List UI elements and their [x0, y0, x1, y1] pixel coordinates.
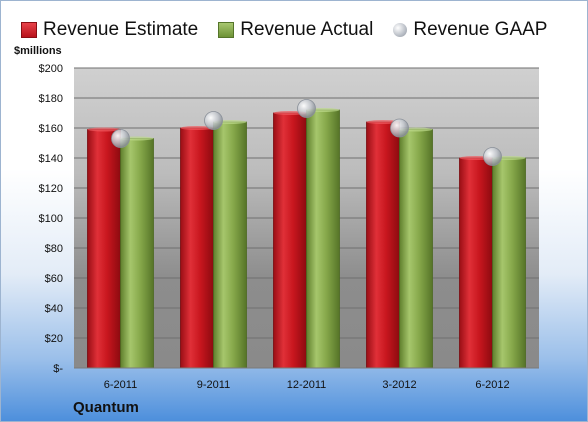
y-tick-label: $40 [45, 303, 63, 315]
bar-revenue-estimate [273, 112, 307, 369]
y-tick-label: $120 [39, 183, 63, 195]
bar-revenue-estimate [366, 121, 400, 369]
y-tick-label: $20 [45, 333, 63, 345]
y-tick-label: $160 [39, 123, 63, 135]
bars [87, 108, 526, 369]
marker-revenue-gaap [390, 118, 409, 138]
y-tick-label: $60 [45, 273, 63, 285]
y-axis-unit-label: $millions [14, 45, 62, 57]
bar-top-highlight [87, 127, 121, 132]
legend-swatch-gaap [393, 23, 408, 37]
marker-revenue-gaap [111, 129, 130, 148]
marker-revenue-gaap [204, 111, 223, 130]
bar-top-highlight [180, 126, 214, 130]
y-tick-label: $200 [39, 63, 63, 75]
legend-label-gaap: Revenue GAAP [413, 19, 548, 40]
x-tick-label: 6-2012 [475, 379, 509, 391]
bar-revenue-actual [120, 138, 154, 369]
legend-swatch-estimate [21, 22, 37, 38]
y-axis-ticks: $- $20 $40 $60 $80 $100 $120 $140 $160 $180 $200 [39, 63, 64, 375]
y-tick-label: $80 [45, 243, 63, 255]
bar-revenue-estimate [87, 129, 121, 369]
legend-label-actual: Revenue Actual [240, 19, 374, 40]
y-tick-label: $100 [39, 213, 63, 225]
x-tick-label: 9-2011 [197, 379, 230, 391]
legend-item-estimate: Revenue Estimate [21, 19, 198, 41]
bar-revenue-estimate [459, 157, 493, 369]
y-tick-label: $140 [39, 153, 63, 165]
bar-top-highlight [366, 120, 400, 124]
legend-label-estimate: Revenue Estimate [43, 19, 199, 40]
bar-revenue-estimate [180, 127, 214, 369]
marker-revenue-gaap [297, 99, 316, 118]
x-tick-label: 6-2011 [104, 379, 137, 391]
x-tick-label: 12-2011 [287, 379, 327, 391]
legend-item-actual: Revenue Actual [218, 19, 373, 41]
marker-revenue-gaap [483, 147, 502, 166]
x-tick-label: 3-2012 [382, 379, 416, 391]
company-name: Quantum [73, 399, 139, 416]
legend: Revenue Estimate Revenue Actual Revenue … [21, 15, 581, 45]
y-tick-label: $180 [39, 93, 63, 105]
legend-item-gaap: Revenue GAAP [393, 19, 547, 41]
x-axis-ticks: 6-2011 9-2011 12-2011 3-2012 6-2012 [104, 379, 510, 391]
bar-revenue-actual [213, 121, 247, 369]
bar-revenue-actual [492, 157, 526, 369]
y-tick-label: $- [53, 363, 63, 375]
legend-swatch-actual [218, 22, 235, 38]
bar-revenue-actual [306, 109, 340, 369]
bar-revenue-actual [399, 129, 433, 369]
gaap-markers [111, 99, 502, 166]
